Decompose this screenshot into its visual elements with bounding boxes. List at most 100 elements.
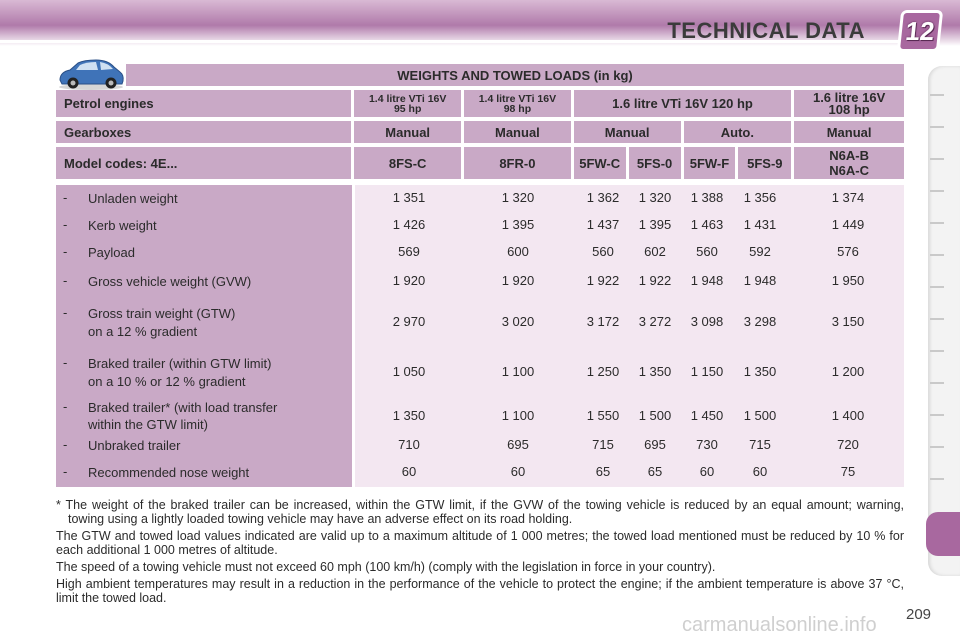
engine-power: 108 hp <box>828 101 870 117</box>
row-bullet: - <box>63 244 68 259</box>
table-cell: 60 <box>752 464 768 479</box>
model-code-line: N6A-B <box>829 148 869 163</box>
active-chapter-tab[interactable] <box>926 512 960 556</box>
tab-marker[interactable] <box>930 318 944 320</box>
table-cell: 75 <box>840 464 856 479</box>
tab-marker[interactable] <box>930 350 944 352</box>
row-label: Payload <box>88 244 135 261</box>
model-code: 5FS-9 <box>738 147 792 179</box>
table-cell: 1 350 <box>392 408 426 423</box>
table-cell: 602 <box>644 244 666 259</box>
tab-marker[interactable] <box>930 190 944 192</box>
table-cell: 2 970 <box>392 314 426 329</box>
table-cell: 1 920 <box>501 273 535 288</box>
table-cell: 1 426 <box>392 217 426 232</box>
table-cell: 3 150 <box>831 314 865 329</box>
table-caption: WEIGHTS AND TOWED LOADS (in kg) <box>126 64 904 86</box>
row-label-line: Kerb weight <box>88 218 157 233</box>
table-cell: 1 250 <box>586 364 620 379</box>
engine-header: 1.6 litre VTi 16V 120 hp <box>573 90 792 117</box>
table-cell: 1 437 <box>586 217 620 232</box>
gearbox-cell: Manual <box>354 121 462 143</box>
engine-name: 1.4 litre VTi 16V <box>478 92 557 105</box>
chapter-badge[interactable]: 12 <box>896 10 944 52</box>
table-cell: 1 922 <box>586 273 620 288</box>
row-label: Braked trailer* (with load transfer withi… <box>88 399 277 433</box>
row-bullet: - <box>63 464 68 479</box>
values-background <box>355 185 904 487</box>
row-bullet: - <box>63 355 68 370</box>
gearbox-row: Gearboxes Manual Manual Manual Auto. Man… <box>56 121 904 143</box>
row-label: Gross vehicle weight (GVW) <box>88 273 251 290</box>
label-column <box>56 185 352 487</box>
row-label-line: Gross train weight (GTW) <box>88 306 236 321</box>
engine-header: 1.6 litre 16V 108 hp <box>794 90 904 117</box>
gearbox-cell: Manual <box>794 121 904 143</box>
table-cell: 1 500 <box>638 408 672 423</box>
engine-power: 98 hp <box>503 102 532 115</box>
table-cell: 1 950 <box>831 273 865 288</box>
petrol-engines-label: Petrol engines <box>56 90 352 117</box>
table-cell: 1 450 <box>690 408 724 423</box>
model-code: 8FS-C <box>354 147 462 179</box>
table-cell: 1 374 <box>831 190 865 205</box>
tab-marker[interactable] <box>930 254 944 256</box>
tab-marker[interactable] <box>930 478 944 480</box>
tab-marker[interactable] <box>930 126 944 128</box>
tab-marker[interactable] <box>930 446 944 448</box>
table-cell: 1 400 <box>831 408 865 423</box>
table-cell: 1 320 <box>638 190 672 205</box>
chapter-index-tabs[interactable] <box>926 66 960 576</box>
model-code: 5FW-F <box>683 147 736 179</box>
note-paragraph: High ambient temperatures may result in … <box>56 577 904 605</box>
engine-header: 1.4 litre VTi 16V 98 hp <box>464 90 571 117</box>
tab-marker[interactable] <box>930 222 944 224</box>
row-label-line: Gross vehicle weight (GVW) <box>88 274 252 289</box>
table-cell: 560 <box>592 244 614 259</box>
table-cell: 1 150 <box>690 364 724 379</box>
tab-marker[interactable] <box>930 94 944 96</box>
table-cell: 1 356 <box>743 190 777 205</box>
model-code: 8FR-0 <box>464 147 571 179</box>
model-code: 5FS-0 <box>628 147 681 179</box>
engine-name: 1.6 litre 16V <box>812 89 886 105</box>
table-cell: 720 <box>837 437 859 452</box>
table-cell: 592 <box>749 244 771 259</box>
watermark: carmanualsonline.info <box>682 614 877 636</box>
engine-name: 1.4 litre VTi 16V <box>368 92 447 105</box>
table-cell: 1 948 <box>690 273 724 288</box>
table-cell: 1 550 <box>586 408 620 423</box>
table-cell: 1 500 <box>743 408 777 423</box>
row-label-line: Braked trailer* (with load transfer <box>88 400 278 415</box>
row-label-line: Recommended nose weight <box>88 465 250 480</box>
row-bullet: - <box>63 217 68 232</box>
engine-header-row: Petrol engines 1.4 litre VTi 16V 95 hp 1… <box>56 90 904 117</box>
table-cell: 1 100 <box>501 408 535 423</box>
footnote: * The weight of the braked trailer can b… <box>56 498 904 526</box>
row-bullet: - <box>63 305 68 320</box>
row-label-line: Payload <box>88 245 135 260</box>
table-cell: 600 <box>507 244 529 259</box>
tab-marker[interactable] <box>930 382 944 384</box>
table-cell: 1 351 <box>392 190 426 205</box>
table-cell: 3 172 <box>586 314 620 329</box>
table-cell: 1 948 <box>743 273 777 288</box>
table-cell: 715 <box>749 437 771 452</box>
table-cell: 60 <box>510 464 526 479</box>
table-cell: 1 920 <box>392 273 426 288</box>
header-divider <box>0 40 900 43</box>
table-cell: 1 463 <box>690 217 724 232</box>
tab-marker[interactable] <box>930 158 944 160</box>
row-label-line: on a 12 % gradient <box>88 324 198 339</box>
tab-marker[interactable] <box>930 414 944 416</box>
table-cell: 695 <box>507 437 529 452</box>
table-cell: 730 <box>696 437 718 452</box>
row-label: Recommended nose weight <box>88 464 249 481</box>
table-cell: 65 <box>595 464 611 479</box>
table-cell: 3 020 <box>501 314 535 329</box>
page-number: 209 <box>906 606 932 623</box>
gearboxes-label: Gearboxes <box>56 121 352 143</box>
table-cell: 569 <box>398 244 420 259</box>
table-cell: 1 395 <box>638 217 672 232</box>
tab-marker[interactable] <box>930 286 944 288</box>
